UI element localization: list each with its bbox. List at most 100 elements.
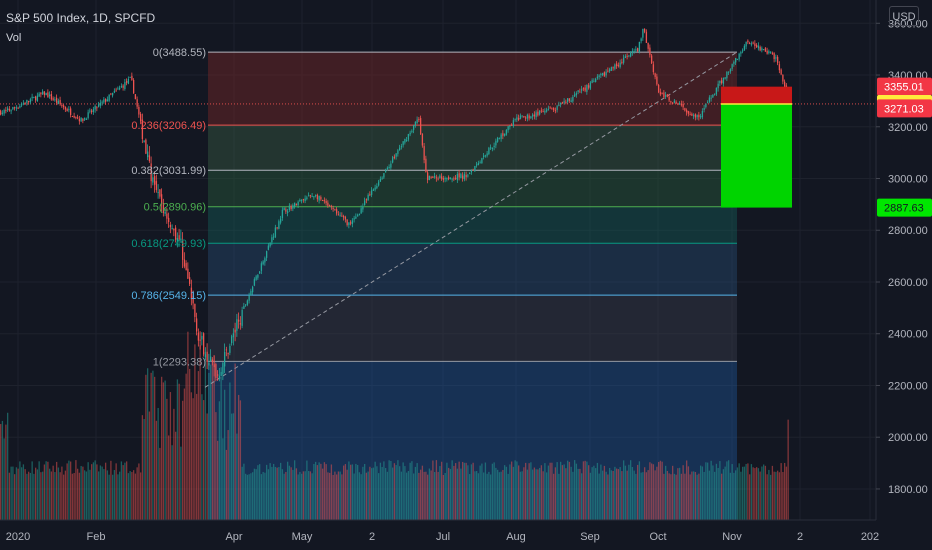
volume-bar: [138, 463, 140, 520]
candle: [222, 362, 224, 375]
candle: [362, 206, 364, 210]
volume-bar: [278, 467, 280, 520]
volume-bar: [575, 463, 578, 520]
volume-bar: [600, 464, 602, 520]
volume-bar: [491, 463, 494, 520]
candle: [112, 92, 114, 96]
volume-bar: [383, 461, 385, 520]
candle: [108, 94, 110, 101]
candle: [138, 106, 140, 115]
volume-bar: [178, 383, 180, 520]
volume-bar: [166, 398, 168, 520]
candle: [73, 115, 75, 118]
volume-bar: [257, 465, 259, 520]
candle: [157, 191, 159, 193]
candle: [701, 111, 704, 118]
candle: [476, 164, 478, 166]
volume-bar: [701, 466, 704, 520]
candle: [586, 84, 588, 92]
candle: [26, 99, 28, 103]
candle: [775, 57, 777, 59]
candle: [369, 194, 371, 196]
volume-bar: [152, 370, 154, 520]
volume-bar: [770, 474, 772, 520]
volume-bar: [29, 472, 32, 520]
volume-bar: [624, 465, 627, 520]
candle: [320, 197, 322, 200]
volume-bar: [315, 461, 317, 520]
volume-bar: [255, 469, 257, 520]
candle: [497, 137, 499, 142]
volume-bar: [84, 470, 86, 520]
candle: [448, 176, 450, 180]
volume-bar: [288, 465, 291, 520]
volume-bar: [267, 469, 270, 520]
candle: [285, 209, 287, 212]
volume-bar: [197, 371, 200, 520]
candle: [418, 119, 420, 121]
volume-bar: [551, 462, 553, 520]
volume-bar: [684, 473, 686, 520]
candle: [446, 178, 448, 180]
volume-bar: [180, 446, 182, 520]
volume-bar: [532, 469, 534, 520]
volume-bar: [232, 413, 235, 520]
candle: [269, 242, 271, 247]
candle: [192, 295, 194, 304]
candle: [518, 117, 520, 120]
candle: [637, 48, 639, 52]
volume-bar: [369, 466, 371, 520]
candle: [295, 204, 298, 206]
volume-bar: [208, 372, 210, 520]
candle: [140, 113, 142, 122]
currency-button[interactable]: USD: [889, 6, 919, 26]
candle: [87, 112, 89, 119]
volume-bar: [596, 462, 599, 520]
volume-bar: [316, 465, 319, 520]
volume-bar: [129, 471, 131, 520]
candle: [302, 198, 305, 200]
volume-bar: [119, 471, 121, 520]
volume-bar: [260, 474, 263, 520]
candle: [47, 92, 49, 98]
volume-bar: [654, 470, 656, 520]
candle: [761, 48, 763, 51]
volume-bar: [698, 473, 700, 520]
candle: [148, 155, 151, 161]
volume-bar: [726, 461, 728, 520]
candle: [500, 134, 502, 139]
candle: [420, 118, 422, 135]
candle: [255, 276, 257, 280]
fib-level-label: 0.236(3206.49): [131, 120, 206, 132]
candle: [274, 227, 277, 237]
volume-bar: [679, 467, 681, 520]
volume-bar: [350, 464, 352, 520]
candle: [561, 102, 564, 104]
candle: [484, 155, 487, 157]
candle: [444, 178, 446, 180]
volume-bar: [399, 466, 401, 520]
candle: [735, 58, 737, 63]
volume-bar: [351, 464, 354, 520]
candle: [75, 117, 77, 119]
candle: [596, 76, 599, 79]
volume-bar: [337, 471, 340, 520]
candle: [588, 85, 590, 88]
candle: [290, 206, 292, 210]
candle: [182, 240, 184, 260]
volume-bar: [474, 471, 476, 520]
volume-bar: [479, 465, 481, 520]
candle: [402, 141, 404, 146]
volume-bar: [297, 474, 299, 520]
volume-bar: [245, 473, 247, 520]
volume-bar: [484, 462, 487, 520]
volume-bar: [386, 471, 389, 520]
volume-bar: [586, 461, 588, 520]
volume-bar: [719, 461, 721, 520]
candle: [50, 93, 53, 100]
candle: [505, 129, 508, 135]
volume-bar: [122, 465, 124, 520]
candle: [407, 133, 410, 140]
volume-bar: [343, 465, 345, 520]
